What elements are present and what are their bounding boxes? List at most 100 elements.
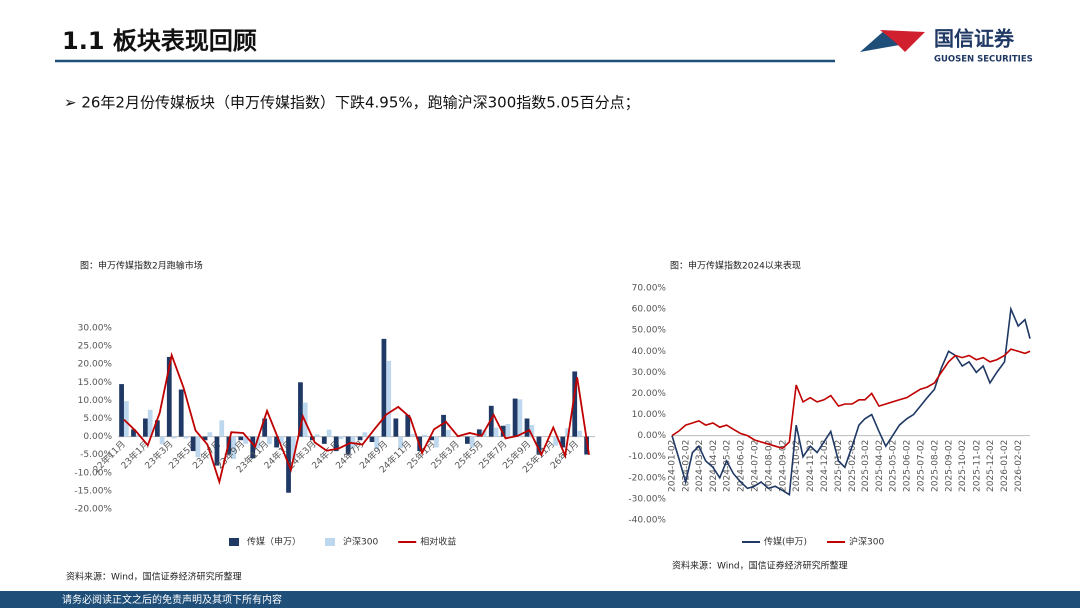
chart-title: 图：申万传媒指数2024以来表现 <box>670 260 801 272</box>
y-tick-label: 10.00% <box>78 396 113 406</box>
y-tick-label: 15.00% <box>78 378 113 388</box>
bar <box>154 420 160 437</box>
bar <box>529 425 535 437</box>
x-tick-label: 2026-02-02 <box>1014 440 1024 492</box>
x-tick-label: 2025-07-02 <box>916 440 926 492</box>
bar <box>374 436 380 450</box>
y-tick-label: 70.00% <box>632 284 667 294</box>
x-tick-label: 2024-04-02 <box>709 440 719 492</box>
bar <box>231 436 237 460</box>
y-tick-label: -20.00% <box>628 473 666 483</box>
bar <box>274 436 279 448</box>
y-tick-label: 25.00% <box>78 342 113 352</box>
x-tick-label: 2026-01-02 <box>1000 440 1010 492</box>
bar <box>476 429 482 437</box>
bar <box>338 436 344 440</box>
line-series <box>671 348 1031 450</box>
bar <box>441 414 446 437</box>
bar <box>493 427 499 437</box>
bar <box>183 436 189 439</box>
chart-source: 资料来源：Wind，国信证券经济研究所整理 <box>672 560 848 572</box>
footer-bar <box>0 591 1080 608</box>
bar <box>398 436 404 449</box>
x-tick-label: 2024-07-02 <box>750 440 760 492</box>
line-series <box>123 351 590 486</box>
bar <box>429 436 435 441</box>
x-tick-label: 2024-02-02 <box>682 440 692 492</box>
x-tick-label: 2025-08-02 <box>930 440 940 492</box>
bar <box>147 409 153 437</box>
legend-swatch <box>229 538 239 546</box>
bar <box>159 436 165 445</box>
bar <box>214 436 220 466</box>
bar <box>536 436 542 455</box>
y-tick-label: 50.00% <box>632 326 667 336</box>
bar <box>250 436 256 459</box>
y-tick-label: 40.00% <box>632 347 667 357</box>
logo-mark-red <box>880 30 925 52</box>
bar <box>278 436 284 444</box>
bar <box>572 371 578 437</box>
y-tick-label: 10.00% <box>632 410 667 420</box>
x-tick-label: 2025-04-02 <box>875 440 885 492</box>
bar <box>119 384 124 437</box>
bar <box>357 436 363 441</box>
bar <box>298 382 303 437</box>
x-tick-label: 2025-10-02 <box>958 440 968 492</box>
bar <box>219 420 225 437</box>
bar <box>369 436 375 443</box>
legend-label: 相对收益 <box>420 536 456 548</box>
x-tick-label: 2025-02-02 <box>848 440 858 492</box>
bar <box>393 418 399 437</box>
x-tick-label: 2024-01-02 <box>668 440 678 492</box>
bar <box>405 414 411 437</box>
bar <box>143 418 148 437</box>
x-tick-label: 2024-10-02 <box>792 440 802 492</box>
logo-mark-blue <box>860 30 905 52</box>
bar <box>123 401 129 437</box>
line-series <box>671 306 1031 497</box>
bar <box>410 434 415 437</box>
y-tick-label: -15.00% <box>74 486 112 496</box>
y-tick-label: 20.00% <box>632 389 667 399</box>
bar <box>434 436 439 448</box>
bar <box>512 398 518 437</box>
bar <box>333 436 339 452</box>
x-tick-label: 2024-03-02 <box>695 440 705 492</box>
y-tick-label: 20.00% <box>78 360 113 370</box>
x-tick-label: 2024-11-02 <box>806 440 816 492</box>
bar <box>178 389 184 437</box>
bar <box>584 436 590 455</box>
y-tick-label: -20.00% <box>74 505 112 515</box>
bar <box>445 429 451 437</box>
bar <box>345 436 351 455</box>
bar <box>553 436 559 446</box>
y-tick-label: 0.00% <box>83 432 112 442</box>
bar <box>135 434 141 437</box>
bar <box>314 434 320 437</box>
y-tick-label: 60.00% <box>632 305 667 315</box>
bar <box>469 436 475 448</box>
bar <box>131 429 136 437</box>
y-tick-label: 5.00% <box>83 414 112 424</box>
bar <box>505 423 511 437</box>
x-tick-label: 2024-09-02 <box>778 440 788 492</box>
x-tick-label: 2024-05-02 <box>723 440 733 492</box>
bullet-text: ➢ 26年2月份传媒板块（申万传媒指数）下跌4.95%，跑输沪深300指数5.0… <box>64 94 640 112</box>
bar <box>386 360 392 437</box>
bar <box>238 436 244 441</box>
x-tick-label: 2025-01-02 <box>834 440 844 492</box>
y-tick-label: -10.00% <box>74 468 112 478</box>
logo-name: 国信证券 <box>934 27 1015 51</box>
bar <box>202 436 208 441</box>
bar <box>326 429 332 437</box>
bar <box>290 436 296 460</box>
bar <box>243 436 248 444</box>
x-tick-label: 2025-06-02 <box>903 440 913 492</box>
bar <box>524 418 530 437</box>
footer-text: 请务必阅读正文之后的免责声明及其项下所有内容 <box>62 593 282 606</box>
legend-swatch <box>325 538 336 546</box>
x-tick-label: 2024-08-02 <box>764 440 774 492</box>
